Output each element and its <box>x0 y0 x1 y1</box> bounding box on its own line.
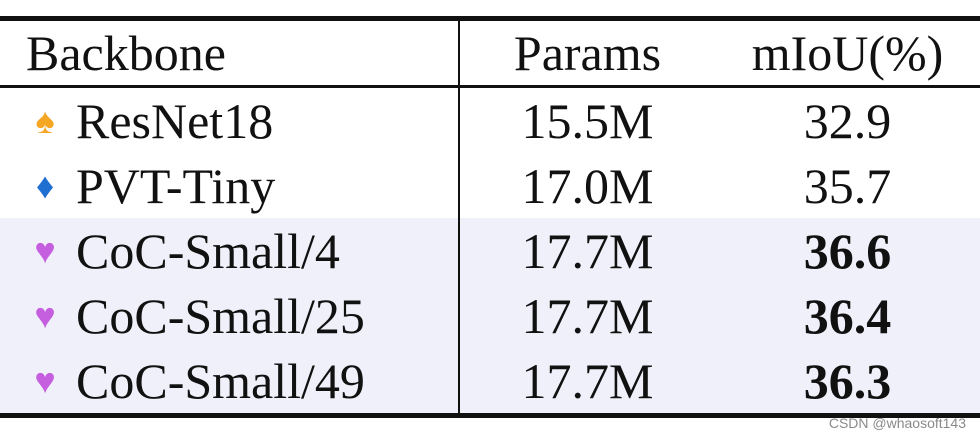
watermark: CSDN @whaosoft143 <box>828 415 966 431</box>
miou-cell: 32.9 <box>803 92 892 149</box>
results-table: Backbone Params mIoU(%) ♠ ResNet18 15.5M 32… <box>0 16 980 418</box>
backbone-cell: ♥ CoC-Small/4 <box>0 218 460 283</box>
backbone-cell: ♥ CoC-Small/49 <box>0 348 460 413</box>
backbone-name: PVT-Tiny <box>76 157 276 214</box>
params-cell: 15.5M <box>521 92 654 149</box>
table-row: ♠ ResNet18 15.5M 32.9 <box>0 88 980 153</box>
table-row: ♥ CoC-Small/25 17.7M 36.4 <box>0 283 980 348</box>
backbone-name: CoC-Small/49 <box>76 352 365 409</box>
backbone-name: ResNet18 <box>76 92 274 149</box>
header-miou: mIoU(%) <box>751 25 944 81</box>
bottom-rule <box>0 413 980 418</box>
params-cell: 17.0M <box>521 157 654 214</box>
header-backbone: Backbone <box>0 21 460 85</box>
table-row: ♥ CoC-Small/49 17.7M 36.3 <box>0 348 980 413</box>
suit-marker-icon: ♦ <box>35 165 55 206</box>
suit-marker-icon: ♥ <box>34 360 56 401</box>
table-row: ♥ CoC-Small/4 17.7M 36.6 <box>0 218 980 283</box>
params-cell: 17.7M <box>521 222 654 279</box>
header-row: Backbone Params mIoU(%) <box>0 21 980 85</box>
params-cell: 17.7M <box>521 287 654 344</box>
backbone-cell: ♥ CoC-Small/25 <box>0 283 460 348</box>
params-cell: 17.7M <box>521 352 654 409</box>
suit-marker-icon: ♥ <box>34 230 56 271</box>
miou-cell: 35.7 <box>803 157 892 214</box>
miou-cell: 36.3 <box>803 352 892 409</box>
miou-cell: 36.6 <box>803 222 892 279</box>
backbone-cell: ♠ ResNet18 <box>0 88 460 153</box>
backbone-name: CoC-Small/4 <box>76 222 340 279</box>
suit-marker-icon: ♥ <box>34 295 56 336</box>
header-params: Params <box>513 25 662 81</box>
top-rule <box>0 16 980 21</box>
table-row: ♦ PVT-Tiny 17.0M 35.7 <box>0 153 980 218</box>
backbone-cell: ♦ PVT-Tiny <box>0 153 460 218</box>
suit-marker-icon: ♠ <box>35 100 55 141</box>
mid-rule <box>0 85 980 88</box>
backbone-name: CoC-Small/25 <box>76 287 365 344</box>
miou-cell: 36.4 <box>803 287 892 344</box>
table-body: ♠ ResNet18 15.5M 32.9 ♦ PVT-Tiny 17.0M 35.7 ♥ CoC… <box>0 88 980 413</box>
